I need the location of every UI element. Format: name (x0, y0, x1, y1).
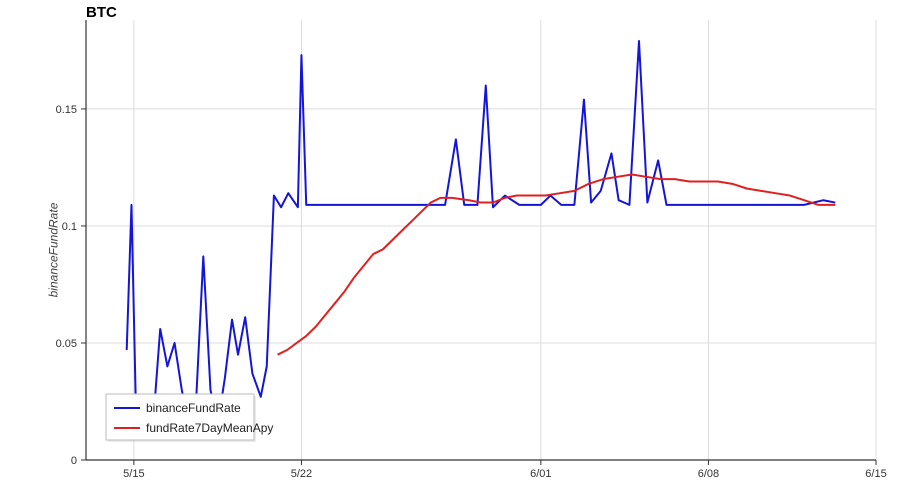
legend-label: fundRate7DayMeanApy (146, 421, 273, 435)
y-tick-label: 0 (71, 455, 77, 467)
y-tick-label: 0.15 (56, 104, 77, 116)
chart-svg: 0 0.05 0.1 0.15 5/15 5/22 6/01 6/08 6/15 binanceF… (0, 0, 900, 500)
chart-title: BTC (86, 4, 117, 21)
x-tick-label: 5/15 (123, 468, 144, 480)
btc-funding-chart: BTC binanceFundRate 0 0.05 0.1 0.15 5/15 5/22… (0, 0, 900, 500)
x-tick-label: 5/22 (291, 468, 312, 480)
legend-label: binanceFundRate (146, 401, 241, 415)
x-tick-label: 6/15 (865, 468, 886, 480)
y-axis-label: binanceFundRate (46, 203, 60, 298)
y-tick-label: 0.05 (56, 338, 77, 350)
x-tick-label: 6/08 (698, 468, 719, 480)
y-tick-label: 0.1 (62, 221, 77, 233)
x-tick-label: 6/01 (530, 468, 551, 480)
